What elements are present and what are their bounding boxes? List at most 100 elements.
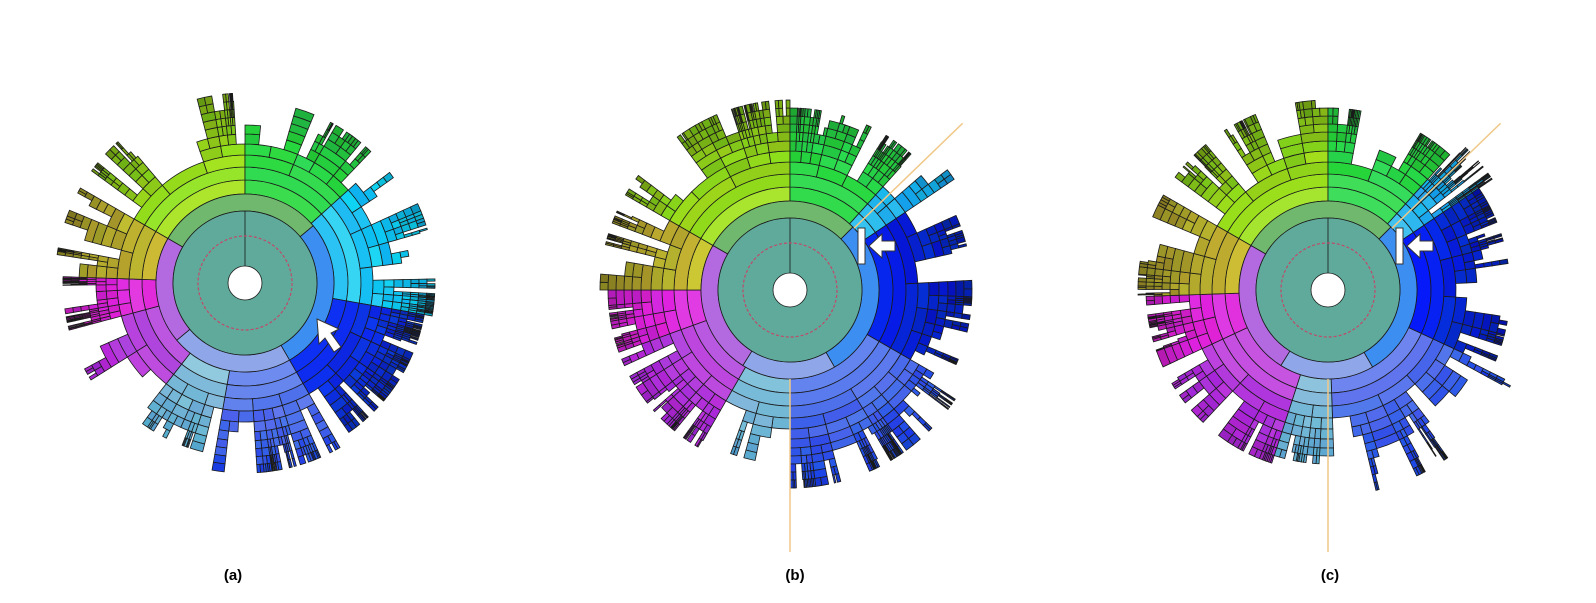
sunburst-node (1319, 107, 1329, 117)
sunburst-node (1465, 267, 1478, 284)
sunburst-node (1483, 176, 1491, 182)
sunburst-node (109, 145, 120, 156)
sunburst-node (763, 116, 772, 127)
sunburst-node (613, 215, 623, 222)
sunburst-node (664, 393, 675, 403)
sunburst-node (771, 416, 791, 430)
sunburst-node (426, 286, 436, 289)
sunburst-node (1335, 140, 1346, 153)
sunburst-node (1472, 162, 1481, 169)
sunburst-node (1493, 341, 1503, 347)
sunburst-node (116, 278, 130, 291)
guide-line (1391, 122, 1502, 229)
sunburst-node (883, 136, 890, 145)
sunburst-node (947, 280, 957, 297)
sunburst-node (105, 266, 119, 279)
sunburst-node (800, 446, 813, 457)
sunburst-node (946, 394, 956, 402)
sunburst-node (1332, 115, 1339, 125)
sunburst-node (1466, 166, 1474, 173)
sunburst-node (801, 462, 806, 473)
sunburst-node (78, 187, 88, 195)
sunburst-node (1188, 272, 1202, 296)
sunburst-node (1463, 175, 1472, 183)
sunburst-node (1230, 134, 1238, 144)
sunburst-node (1493, 234, 1503, 239)
sunburst-node (1240, 120, 1247, 129)
sunburst-node (1498, 319, 1508, 326)
sunburst-node (607, 234, 617, 239)
sunburst-node (1145, 295, 1155, 302)
sunburst-node (394, 231, 406, 241)
sunburst-node (1494, 379, 1504, 386)
sunburst-node (1343, 141, 1356, 154)
sunburst-node (1313, 123, 1329, 134)
sunburst-node (738, 105, 745, 116)
sunburst-node (632, 302, 643, 311)
sunburst-node (607, 289, 617, 299)
insertion-bar-icon (1395, 227, 1404, 265)
sunburst-node (958, 325, 969, 333)
sunburst-node (1161, 194, 1171, 202)
sunburst-node (630, 215, 641, 223)
sunburst-node (938, 281, 949, 297)
sunburst-node (416, 220, 427, 228)
sunburst-node (256, 463, 261, 474)
sunburst-node (254, 430, 262, 442)
sunburst-node (963, 279, 973, 290)
sunburst-center-hole (772, 272, 808, 308)
sunburst-node (1351, 424, 1364, 438)
sunburst-node (607, 233, 617, 238)
sunburst-node (742, 409, 757, 425)
sunburst-node (613, 335, 623, 340)
sunburst-node (1332, 107, 1340, 117)
sunburst-node (818, 110, 822, 120)
sunburst-node (203, 95, 214, 106)
sunburst-node (605, 241, 615, 246)
sunburst-node (289, 450, 295, 460)
sunburst-node (1327, 140, 1338, 152)
sunburst-node (1319, 447, 1335, 457)
sunburst-node (910, 387, 921, 397)
sunburst-node (1412, 467, 1420, 477)
sunburst-node (961, 313, 971, 321)
sunburst-node (789, 140, 797, 152)
sunburst-node (72, 306, 82, 313)
sunburst-node (1303, 108, 1314, 118)
sunburst-node (1147, 260, 1157, 266)
sunburst-node (599, 273, 610, 283)
sunburst-node (615, 289, 626, 306)
sunburst-node (297, 454, 307, 466)
sunburst-node (945, 398, 954, 405)
sunburst-node (418, 278, 428, 284)
sunburst-node (88, 195, 102, 210)
sunburst-node (293, 107, 315, 123)
sunburst-node (412, 329, 421, 333)
sunburst-node (226, 101, 231, 111)
sunburst-node (676, 134, 686, 145)
sunburst-node (228, 93, 232, 103)
sunburst-node (955, 280, 965, 297)
sunburst-node (730, 445, 737, 456)
sunburst-node (1169, 282, 1180, 290)
sunburst-node (252, 409, 266, 423)
sunburst-node (743, 449, 758, 461)
sunburst-node (287, 459, 291, 469)
sunburst-node (383, 286, 395, 296)
sunburst-node (661, 289, 677, 313)
sunburst-node (1137, 277, 1147, 283)
sunburst-node (789, 115, 798, 125)
sunburst-node (848, 144, 862, 158)
sunburst-node (789, 107, 798, 117)
sunburst-node (70, 276, 80, 279)
sunburst-node (916, 282, 930, 310)
sunburst-node (846, 126, 860, 139)
sunburst-node (951, 223, 961, 230)
sunburst-node (1419, 464, 1425, 474)
sunburst-node (1483, 261, 1493, 268)
sunburst-node (222, 396, 254, 412)
sunburst-node (682, 430, 690, 439)
sunburst-node (865, 462, 874, 472)
sunburst-node (253, 420, 267, 433)
